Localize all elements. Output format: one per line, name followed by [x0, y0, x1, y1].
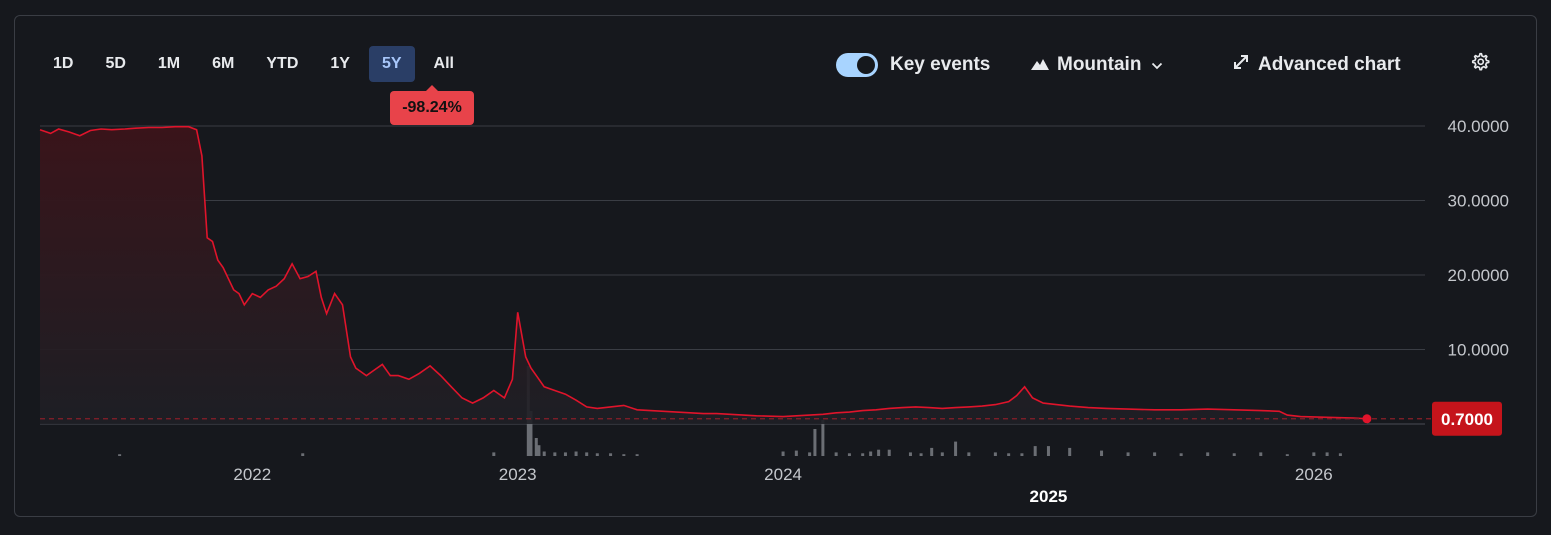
- mountain-icon: [1031, 54, 1049, 76]
- advanced-chart-label: Advanced chart: [1258, 54, 1401, 75]
- key-events-label: Key events: [890, 54, 991, 75]
- gear-icon: [1469, 51, 1491, 79]
- chart-panel: [14, 15, 1537, 517]
- range-5d-button[interactable]: 5D: [105, 55, 126, 72]
- toggle-switch[interactable]: [836, 53, 878, 77]
- range-ytd-button[interactable]: YTD: [266, 55, 299, 72]
- chart-type-dropdown[interactable]: Mountain: [1031, 48, 1163, 82]
- range-6m-button[interactable]: 6M: [212, 55, 235, 72]
- toggle-knob: [857, 56, 875, 74]
- chart-type-label: Mountain: [1057, 54, 1142, 75]
- range-all-button[interactable]: All: [433, 55, 454, 72]
- settings-button[interactable]: [1469, 48, 1491, 82]
- change-percent-badge: -98.24%: [390, 85, 474, 125]
- range-1d-button[interactable]: 1D: [53, 55, 74, 72]
- range-1y-button[interactable]: 1Y: [330, 55, 350, 72]
- range-5y-button[interactable]: 5Y: [368, 46, 415, 82]
- chevron-down-icon: [1151, 54, 1163, 76]
- time-range-selector: 1D 5D 1M 6M YTD 1Y 5Y All: [40, 46, 473, 82]
- advanced-chart-button[interactable]: Advanced chart: [1232, 48, 1401, 82]
- expand-icon: [1232, 53, 1250, 77]
- range-1m-button[interactable]: 1M: [157, 55, 181, 72]
- key-events-toggle[interactable]: Key events: [836, 48, 990, 82]
